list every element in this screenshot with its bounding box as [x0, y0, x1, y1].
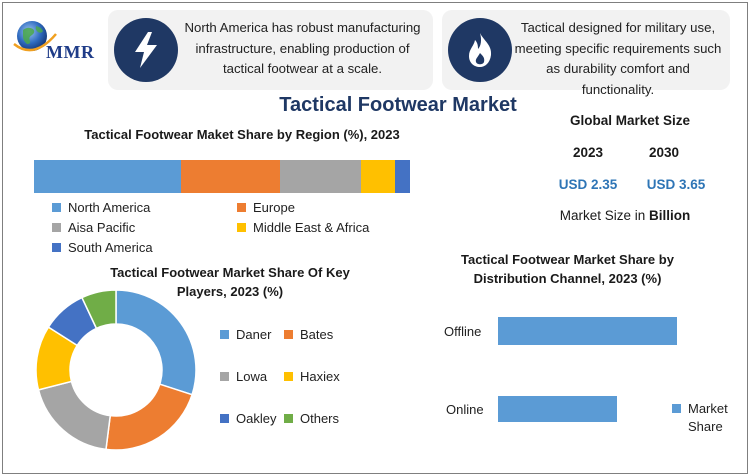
legend-label: Europe — [253, 200, 295, 215]
bar-offline — [498, 317, 677, 345]
doughnut-slice-daner — [115, 289, 197, 396]
key-players-doughnut-chart — [35, 289, 197, 451]
legend-item-middle-east-africa: Middle East & Africa — [237, 220, 369, 235]
bar-segment-north-america — [34, 160, 181, 193]
legend-label: Daner — [236, 327, 272, 342]
doughnut-slice-others — [80, 289, 117, 330]
region-chart-title: Tactical Footwear Maket Share by Region … — [84, 127, 400, 142]
info-card-text: Tactical designed for military use, meet… — [514, 20, 722, 97]
legend-label: North America — [68, 200, 151, 215]
bar-segment-south-america — [394, 160, 410, 193]
legend-item-lowa: Lowa — [220, 369, 267, 384]
info-card-north-america: North America has robust manufacturing i… — [108, 10, 433, 90]
global-market-title: Global Market Size — [569, 113, 691, 128]
legend-swatch — [237, 223, 246, 232]
legend-item-haxiex: Haxiex — [284, 369, 340, 384]
year-2023: 2023 — [572, 145, 604, 160]
globe-icon — [13, 21, 57, 52]
bar-online — [498, 396, 618, 422]
category-label-online: Online — [446, 402, 484, 417]
legend-item-market-share: Market Share — [672, 400, 736, 436]
logo-text: MMR — [46, 42, 95, 62]
distribution-chart-title: Tactical Footwear Market Share by Distri… — [461, 252, 674, 286]
legend-label: South America — [68, 240, 153, 255]
legend-label: Bates — [300, 327, 334, 342]
legend-label: Market Share — [688, 401, 728, 434]
info-card-text: North America has robust manufacturing i… — [184, 20, 421, 76]
bar-segment-middle-east-africa — [361, 160, 395, 193]
value-2023: USD 2.35 — [558, 177, 618, 192]
legend-item-europe: Europe — [237, 200, 295, 215]
legend-label: Oakley — [236, 411, 277, 426]
legend-item-others: Others — [284, 411, 339, 426]
legend-label: Aisa Pacific — [68, 220, 136, 235]
legend-item-bates: Bates — [284, 327, 333, 342]
legend-swatch — [220, 372, 229, 381]
legend-label: Middle East & Africa — [253, 220, 370, 235]
mmr-logo: MMR — [10, 14, 106, 70]
bar-segment-aisa-pacific — [280, 160, 362, 193]
legend-swatch — [220, 330, 229, 339]
legend-label: Haxiex — [300, 369, 340, 384]
market-size-note-prefix: Market Size in — [559, 208, 650, 223]
legend-label: Others — [300, 411, 340, 426]
value-2030: USD 3.65 — [646, 177, 706, 192]
key-players-chart-title: Tactical Footwear Market Share Of Key Pl… — [110, 265, 350, 299]
legend-swatch — [237, 203, 246, 212]
legend-swatch — [52, 203, 61, 212]
legend-label: Lowa — [236, 369, 268, 384]
legend-item-daner: Daner — [220, 327, 271, 342]
flame-icon — [448, 18, 512, 82]
doughnut-slice-bates — [105, 383, 194, 451]
legend-swatch — [52, 243, 61, 252]
legend-item-asia-pacific: Aisa Pacific — [52, 220, 135, 235]
region-stacked-bar — [34, 160, 410, 193]
legend-item-oakley: Oakley — [220, 411, 276, 426]
doughnut-slice-lowa — [37, 380, 112, 451]
legend-swatch — [220, 414, 229, 423]
legend-swatch — [672, 404, 681, 413]
year-2030: 2030 — [648, 145, 680, 160]
market-size-note: Market Size in Billion — [545, 208, 705, 223]
legend-swatch — [284, 372, 293, 381]
legend-swatch — [284, 330, 293, 339]
legend-item-south-america: South America — [52, 240, 153, 255]
market-size-unit: Billion — [649, 208, 691, 223]
info-card-tactical: Tactical designed for military use, meet… — [442, 10, 730, 97]
legend-swatch — [52, 223, 61, 232]
page-title: Tactical Footwear Market — [279, 94, 517, 116]
legend-swatch — [284, 414, 293, 423]
lightning-bolt-icon — [114, 18, 178, 82]
legend-item-north-america: North America — [52, 200, 150, 215]
bar-segment-europe — [180, 160, 281, 193]
category-label-offline: Offline — [444, 324, 482, 339]
